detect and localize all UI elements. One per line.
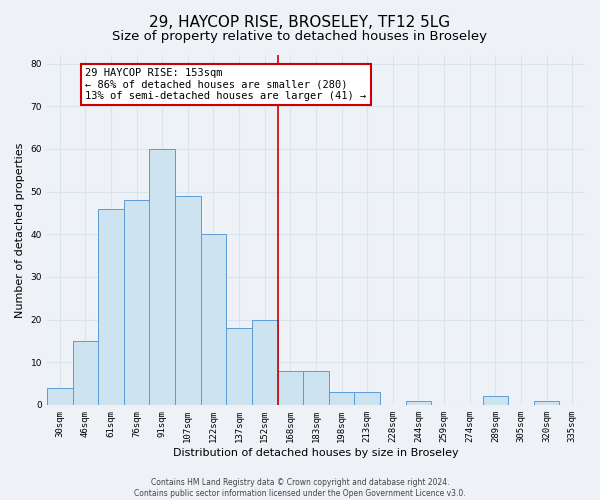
Bar — [98, 208, 124, 405]
Bar — [329, 392, 355, 405]
Y-axis label: Number of detached properties: Number of detached properties — [15, 142, 25, 318]
Bar — [47, 388, 73, 405]
Bar — [303, 370, 329, 405]
X-axis label: Distribution of detached houses by size in Broseley: Distribution of detached houses by size … — [173, 448, 459, 458]
Bar — [278, 370, 303, 405]
Bar — [355, 392, 380, 405]
Bar — [534, 400, 559, 405]
Text: 29, HAYCOP RISE, BROSELEY, TF12 5LG: 29, HAYCOP RISE, BROSELEY, TF12 5LG — [149, 15, 451, 30]
Bar — [226, 328, 252, 405]
Bar — [482, 396, 508, 405]
Text: 29 HAYCOP RISE: 153sqm
← 86% of detached houses are smaller (280)
13% of semi-de: 29 HAYCOP RISE: 153sqm ← 86% of detached… — [85, 68, 367, 101]
Bar — [149, 149, 175, 405]
Bar — [252, 320, 278, 405]
Bar — [73, 341, 98, 405]
Text: Size of property relative to detached houses in Broseley: Size of property relative to detached ho… — [113, 30, 487, 43]
Bar — [124, 200, 149, 405]
Text: Contains HM Land Registry data © Crown copyright and database right 2024.
Contai: Contains HM Land Registry data © Crown c… — [134, 478, 466, 498]
Bar — [175, 196, 200, 405]
Bar — [200, 234, 226, 405]
Bar — [406, 400, 431, 405]
